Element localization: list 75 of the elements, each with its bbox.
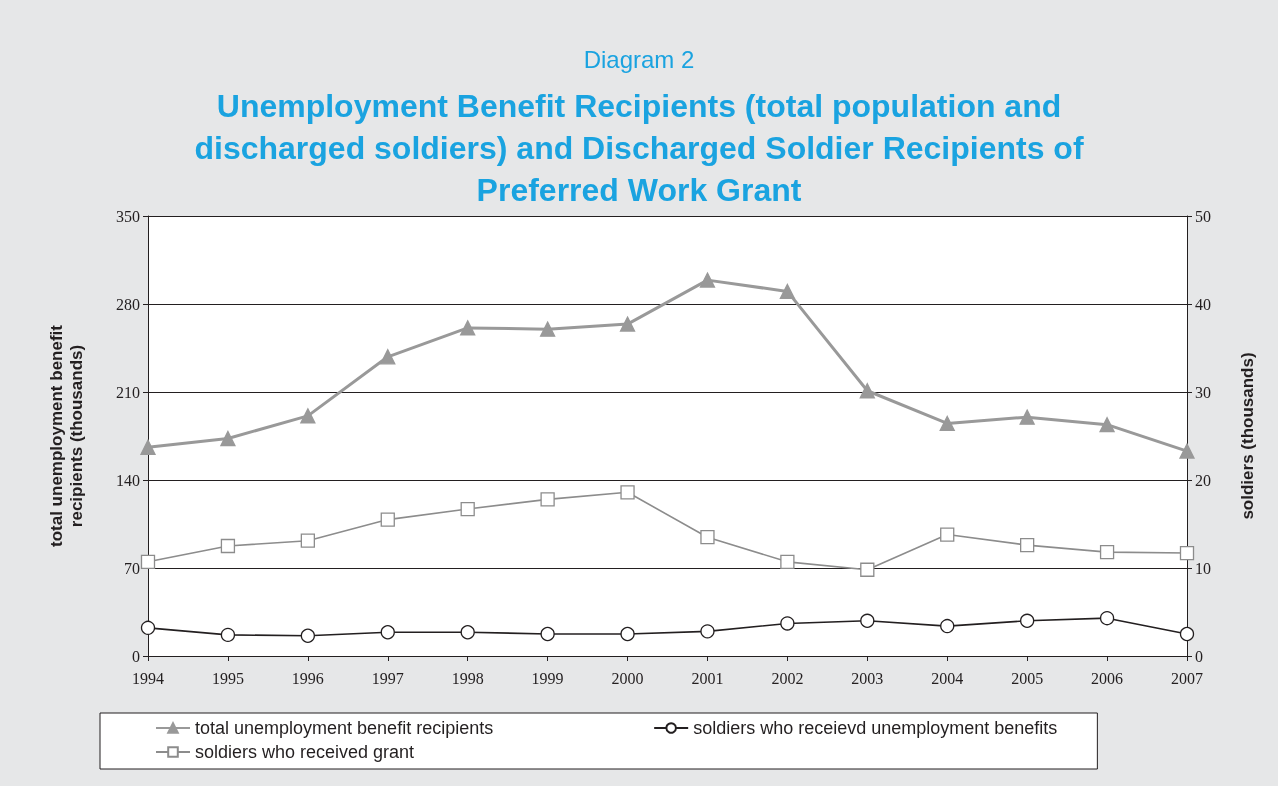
legend-label: soldiers who received grant [195, 742, 415, 762]
point [1099, 611, 1115, 626]
legend-label: soldiers who receievd unemployment benefits [693, 718, 1058, 738]
y-axis-title: total unemployment benefit recipients (thousands) [46, 324, 86, 547]
point [1099, 545, 1115, 560]
y-tick-label: 210 [116, 383, 140, 401]
point [1019, 409, 1035, 425]
point [460, 320, 476, 336]
point [300, 533, 315, 548]
point [460, 501, 475, 517]
x-tick-label: 1997 [371, 669, 404, 687]
point [539, 321, 556, 337]
point [699, 272, 716, 288]
legend-label: total unemployment benefit recipients [195, 718, 494, 738]
point [220, 538, 236, 554]
point [619, 316, 636, 332]
x-tick-label: 2007 [1171, 669, 1203, 687]
chart-subtitle: Diagram 2 [583, 45, 695, 73]
point [380, 349, 396, 365]
x-tick-label: 2001 [691, 669, 724, 687]
y2-tick-label: 20 [1195, 471, 1211, 489]
y-tick-label: 70 [124, 559, 140, 577]
point [1099, 417, 1115, 433]
x-tick-label: 2002 [771, 669, 804, 687]
point [779, 283, 796, 300]
y2-tick-label: 0 [1195, 647, 1203, 665]
y-tick-label: 0 [132, 647, 140, 665]
x-tick-label: 1996 [291, 669, 324, 687]
x-tick-label: 1994 [132, 669, 164, 687]
point [1179, 443, 1195, 459]
x-tick-label: 2006 [1091, 669, 1124, 687]
point [780, 616, 795, 631]
x-tick-label: 2000 [611, 669, 644, 687]
point [859, 383, 875, 399]
point [460, 625, 475, 640]
point [860, 562, 875, 577]
point [700, 624, 715, 639]
point [700, 530, 715, 545]
point [300, 408, 316, 424]
point [220, 430, 236, 447]
x-tick-label: 1995 [211, 669, 244, 687]
chart-title: Unemployment Benefit Recipients (total population and discharged soldiers) and Discharged Soldier Recipients of Preferred Work Grant [194, 88, 1084, 208]
x-tick-label: 2005 [1011, 669, 1044, 687]
point [620, 626, 635, 642]
point [940, 618, 955, 634]
point [1020, 537, 1035, 553]
point [300, 628, 315, 643]
point [140, 439, 156, 455]
point [1179, 545, 1195, 561]
point [220, 627, 236, 643]
point [140, 554, 156, 569]
point [940, 527, 955, 542]
x-tick-label: 2004 [931, 669, 964, 687]
y2-tick-label: 10 [1195, 559, 1211, 577]
point [540, 626, 555, 642]
point [780, 554, 795, 569]
x-tick-label: 1998 [451, 669, 484, 687]
y-tick-label: 350 [116, 207, 140, 225]
y-tick-label: 280 [116, 295, 140, 313]
point [1020, 613, 1035, 628]
x-tick-label: 2003 [851, 669, 884, 687]
y2-tick-label: 50 [1195, 207, 1211, 225]
y2-tick-label: 30 [1195, 383, 1211, 401]
point [380, 512, 395, 527]
y-tick-label: 140 [116, 471, 140, 489]
point [860, 613, 875, 628]
point [540, 492, 555, 507]
point [1179, 626, 1195, 642]
x-tick-label: 1999 [531, 669, 564, 687]
point [939, 415, 955, 432]
y2-tick-label: 40 [1195, 295, 1211, 313]
point [140, 620, 156, 635]
y2-axis-title: soldiers (thousands) [1237, 352, 1257, 520]
point [380, 625, 395, 640]
point [620, 485, 635, 500]
